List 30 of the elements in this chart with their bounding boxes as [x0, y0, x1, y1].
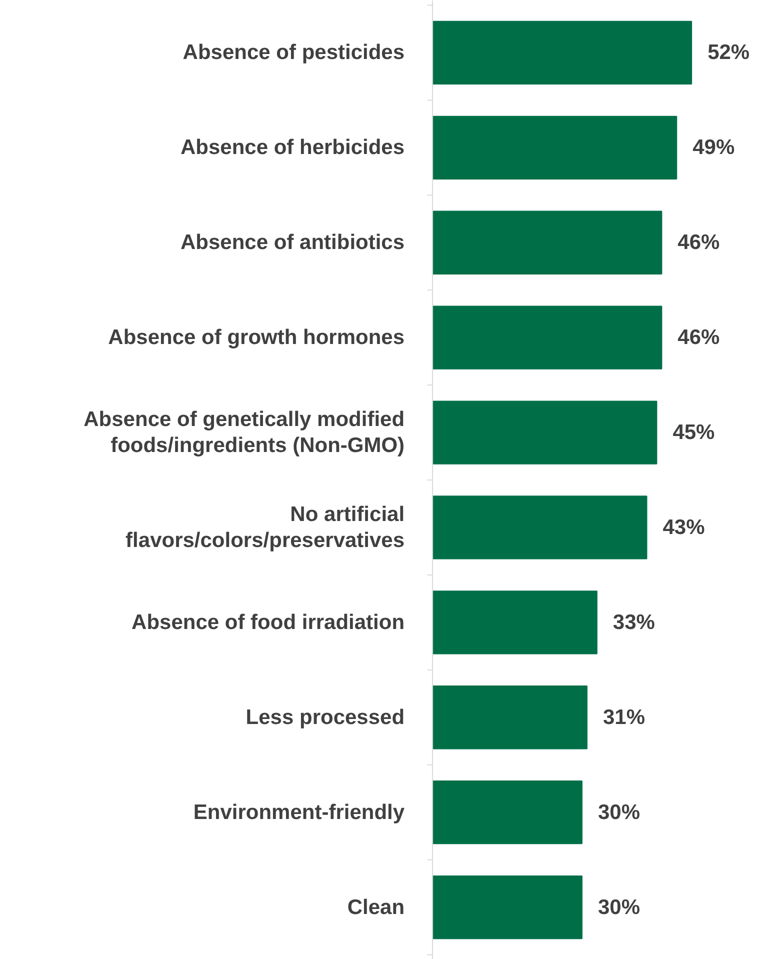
y-tick-label: Clean: [347, 896, 405, 919]
data-label: 45%: [672, 421, 716, 444]
y-tick-label: Absence of herbicides: [180, 136, 405, 160]
y-tick-label: Environment-friendly: [193, 800, 405, 824]
data-label: 52%: [708, 41, 750, 64]
data-label: 46%: [678, 231, 720, 254]
y-tick-label: Absence of growth hormones: [108, 326, 405, 350]
bar: [432, 210, 662, 274]
bar: [432, 590, 598, 654]
data-label: 33%: [612, 610, 656, 634]
bar: [432, 875, 582, 940]
bar: [432, 400, 658, 464]
y-tick-label: Absence of pesticides: [182, 41, 405, 64]
bar: [432, 306, 662, 370]
bar: [432, 20, 692, 85]
data-label: 46%: [678, 326, 720, 350]
y-tick-label: Less processed: [246, 706, 405, 729]
data-label: 43%: [662, 516, 706, 539]
data-label: 49%: [692, 136, 735, 160]
bar: [432, 780, 582, 844]
y-tick-label: Absence of food irradiation: [132, 610, 405, 634]
bar: [432, 686, 588, 750]
bar: [432, 116, 678, 180]
data-label: 31%: [602, 706, 646, 729]
data-label: 30%: [598, 896, 640, 919]
y-tick-label: Absence of antibiotics: [180, 231, 405, 254]
y-tick-label: Absence of genetically modified foods/ingredients (Non-GMO): [84, 408, 405, 458]
bar: [432, 496, 648, 560]
data-label: 30%: [598, 800, 640, 824]
y-tick-label: No artificial flavors/colors/preservatives: [126, 502, 405, 552]
